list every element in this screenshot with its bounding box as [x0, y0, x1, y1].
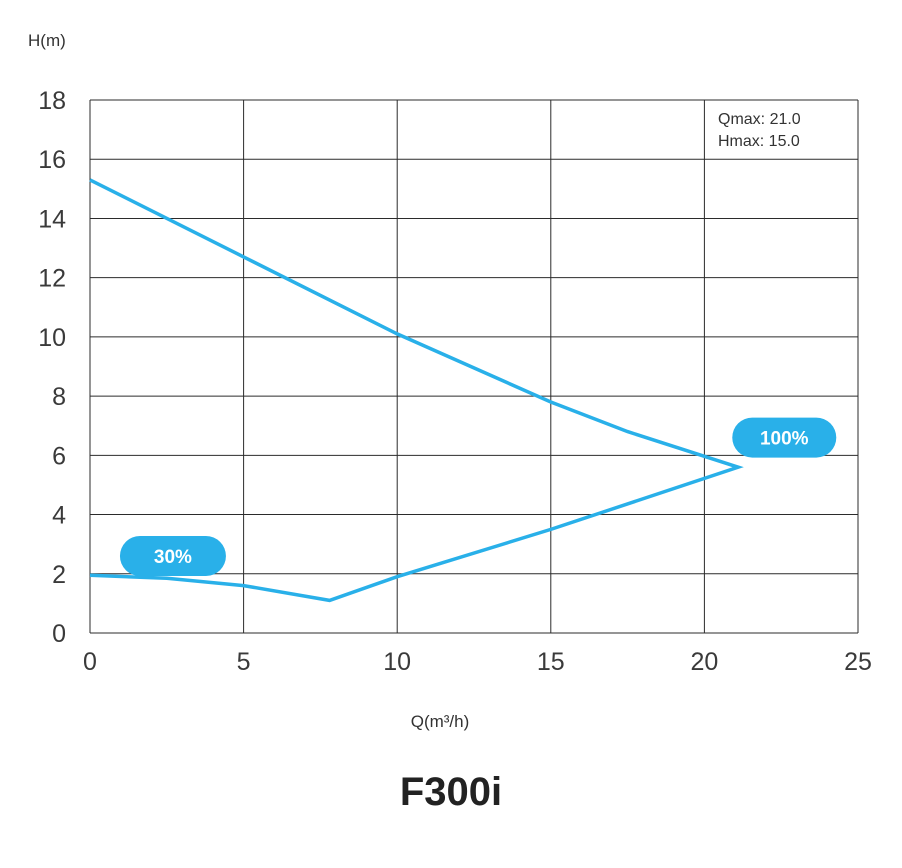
y-tick-label: 10 — [38, 324, 66, 352]
badge-label: 100% — [760, 429, 809, 450]
info-box-background — [714, 104, 854, 154]
performance-curve — [89, 178, 744, 603]
grid — [89, 99, 859, 634]
badge-pill — [732, 417, 837, 458]
x-tick-label: 15 — [537, 648, 565, 676]
x-tick-label: 0 — [83, 648, 97, 676]
y-tick-label: 16 — [38, 146, 66, 174]
tick-labels: 0 5 10 15 20 25 0 2 4 6 8 10 12 14 16 18 — [38, 87, 872, 676]
y-tick-label: 18 — [38, 87, 66, 115]
y-axis-label: H(m) — [28, 31, 66, 50]
y-tick-label: 12 — [38, 265, 66, 293]
y-tick-label: 4 — [52, 502, 66, 530]
curve-layer — [89, 178, 744, 603]
y-tick-label: 2 — [52, 561, 66, 589]
badge-pill — [119, 536, 226, 577]
pump-curve-chart: H(m) Q(m³/h) 0 5 10 15 20 25 0 2 4 6 8 10 12 14 16 18 Q… — [28, 31, 872, 731]
badge-label: 30% — [154, 547, 192, 568]
qmax-label: Qmax: 21.0 — [718, 111, 801, 128]
x-axis-label: Q(m³/h) — [411, 712, 470, 731]
badges: 100% 30% — [119, 417, 837, 577]
speed-badge: 30% — [119, 536, 226, 577]
y-tick-label: 8 — [52, 383, 66, 411]
model-title: F300i — [399, 770, 503, 814]
info-box: Qmax: 21.0 Hmax: 15.0 — [718, 111, 801, 150]
x-tick-label: 5 — [237, 648, 251, 676]
x-tick-label: 25 — [844, 648, 872, 676]
speed-badge: 100% — [732, 417, 837, 458]
x-tick-label: 10 — [383, 648, 411, 676]
hmax-label: Hmax: 15.0 — [718, 133, 800, 150]
y-tick-label: 0 — [52, 620, 66, 648]
y-tick-label: 6 — [52, 442, 66, 470]
x-tick-label: 20 — [690, 648, 718, 676]
y-tick-label: 14 — [38, 205, 66, 233]
